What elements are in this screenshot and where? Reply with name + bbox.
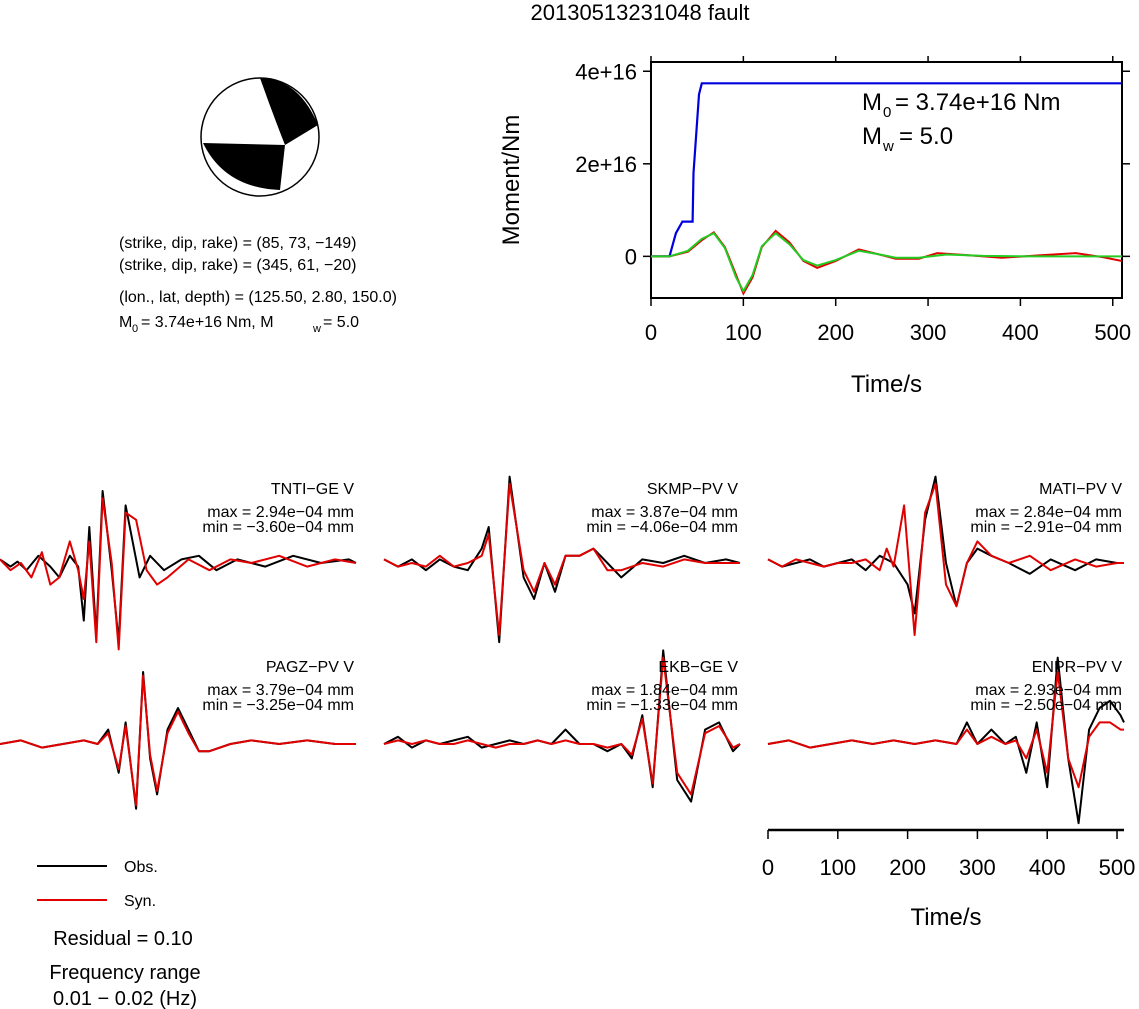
moment-xtick-label: 200 <box>817 320 854 345</box>
station-name: TNTI−GE V <box>271 481 354 498</box>
station-name: ENPR−PV V <box>1032 659 1123 676</box>
moment-xtick-label: 400 <box>1002 320 1039 345</box>
station-max: max = 1.84e−04 mm <box>591 682 738 699</box>
mechanism-mw-text: = 5.0 <box>323 314 359 331</box>
synthetic-waveform <box>0 497 357 651</box>
moment-ytick-label: 0 <box>625 244 637 269</box>
mechanism-plane-2: (strike, dip, rake) = (345, 61, −20) <box>119 257 356 274</box>
station-max: max = 3.79e−04 mm <box>207 682 354 699</box>
wave-axis-tick-label: 200 <box>889 855 926 880</box>
station-max: max = 2.93e−04 mm <box>975 682 1122 699</box>
moment-series-rate_red <box>651 229 1123 296</box>
station-min: min = −3.60e−04 mm <box>202 519 354 536</box>
station-name: PAGZ−PV V <box>266 659 355 676</box>
moment-series-cumulative_moment <box>651 82 1122 258</box>
moment-plot-frame <box>650 61 1123 299</box>
moment-xlabel: Time/s <box>851 371 922 398</box>
waveform-time-axis: 0 100 200 300 400 500 Time/s <box>762 828 1136 931</box>
moment-mw-value: = 5.0 <box>899 123 953 150</box>
moment-series-rate_green <box>651 231 1122 294</box>
moment-m0-value: = 3.74e+16 Nm <box>895 89 1060 116</box>
legend-syn-label: Syn. <box>124 893 156 910</box>
wave-axis-tick-label: 500 <box>1099 855 1136 880</box>
wave-axis-tick-label: 400 <box>1029 855 1066 880</box>
svg-text:0: 0 <box>132 323 138 335</box>
station-min: min = −2.50e−04 mm <box>970 697 1122 714</box>
legend-obs-label: Obs. <box>124 859 158 876</box>
station-max: max = 2.94e−04 mm <box>207 504 354 521</box>
figure-title: 20130513231048 fault <box>531 0 750 25</box>
moment-plot: 0 100 200 300 400 500 0 2e+16 4e+16 Time/s Moment/… <box>498 56 1131 398</box>
moment-xtick-label: 100 <box>725 320 762 345</box>
observed-waveform <box>383 649 741 803</box>
station-min: min = −1.33e−04 mm <box>586 697 738 714</box>
station-min: min = −4.06e−04 mm <box>586 519 738 536</box>
synthetic-waveform <box>767 671 1124 789</box>
moment-xtick-label: 500 <box>1094 320 1131 345</box>
moment-ylabel: Moment/Nm <box>498 115 525 246</box>
mechanism-mw-label: w <box>312 323 321 335</box>
moment-ytick-label: 4e+16 <box>575 59 637 84</box>
station-name: SKMP−PV V <box>647 481 738 498</box>
synthetic-waveform <box>767 482 1124 636</box>
beachball-compressional-quadrant-sw <box>203 143 285 190</box>
moment-xtick-label: 0 <box>645 320 657 345</box>
wave-axis-tick-label: 300 <box>959 855 996 880</box>
station-min: min = −3.25e−04 mm <box>202 697 354 714</box>
svg-text:M: M <box>119 314 132 331</box>
mechanism-plane-1: (strike, dip, rake) = (85, 73, −149) <box>119 235 356 252</box>
moment-xtick-label: 300 <box>910 320 947 345</box>
synthetic-waveform <box>383 482 740 636</box>
svg-text:0: 0 <box>883 104 891 121</box>
station-name: MATI−PV V <box>1039 481 1122 498</box>
synthetic-waveform <box>383 656 741 796</box>
station-max: max = 2.84e−04 mm <box>975 504 1122 521</box>
moment-ytick-label: 2e+16 <box>575 152 637 177</box>
mechanism-location: (lon., lat, depth) = (125.50, 2.80, 150.… <box>119 289 397 306</box>
legend: Obs. Syn. Residual = 0.10 Frequency rang… <box>37 859 201 1009</box>
synthetic-waveform <box>0 674 356 807</box>
svg-text:M: M <box>862 123 882 150</box>
observed-waveform <box>383 475 741 644</box>
frequency-range-value: 0.01 − 0.02 (Hz) <box>53 988 197 1009</box>
frequency-range-label: Frequency range <box>49 962 200 984</box>
focal-mechanism-beachball <box>200 77 320 197</box>
residual-text: Residual = 0.10 <box>53 928 193 950</box>
svg-text:w: w <box>882 138 894 155</box>
mechanism-moment-line: M 0 = 3.74e+16 Nm, M w = 5.0 <box>119 314 359 335</box>
station-max: max = 3.87e−04 mm <box>591 504 738 521</box>
station-name: EKB−GE V <box>658 659 738 676</box>
wave-axis-tick-label: 100 <box>819 855 856 880</box>
mechanism-m0-text: = 3.74e+16 Nm, M <box>141 314 274 331</box>
moment-annotation: M 0 = 3.74e+16 Nm M w = 5.0 <box>862 89 1060 155</box>
wave-axis-xlabel: Time/s <box>910 904 981 931</box>
wave-axis-tick-label: 0 <box>762 855 774 880</box>
station-min: min = −2.91e−04 mm <box>970 519 1122 536</box>
beachball-compressional-quadrant-ne <box>260 78 318 145</box>
svg-text:M: M <box>862 89 882 116</box>
